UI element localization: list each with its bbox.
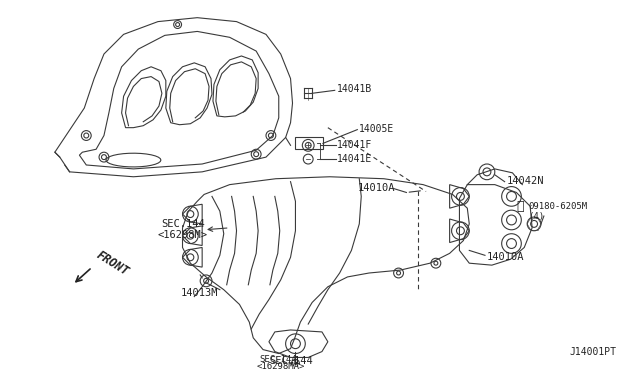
Text: 14010A: 14010A <box>358 183 396 193</box>
Text: 14005E: 14005E <box>359 124 394 134</box>
Text: SEC.144: SEC.144 <box>161 219 205 229</box>
Text: SEC.144: SEC.144 <box>259 355 297 363</box>
Text: <16298MA>: <16298MA> <box>256 362 305 371</box>
Text: (4): (4) <box>528 212 544 221</box>
Text: 14041E: 14041E <box>337 154 372 164</box>
Text: 14041B: 14041B <box>337 84 372 94</box>
Bar <box>296 138 323 149</box>
Text: <16298M>: <16298M> <box>158 230 208 240</box>
Text: 14042N: 14042N <box>507 176 544 186</box>
Text: 09180-6205M: 09180-6205M <box>528 202 588 211</box>
Text: FRONT: FRONT <box>94 248 131 278</box>
Text: Ⓑ: Ⓑ <box>516 200 524 213</box>
Text: 14041F: 14041F <box>337 140 372 150</box>
Text: 14013M: 14013M <box>180 288 218 298</box>
Text: SEC.144: SEC.144 <box>269 356 313 366</box>
Text: 14010A: 14010A <box>487 252 524 262</box>
Text: J14001PT: J14001PT <box>570 347 616 356</box>
